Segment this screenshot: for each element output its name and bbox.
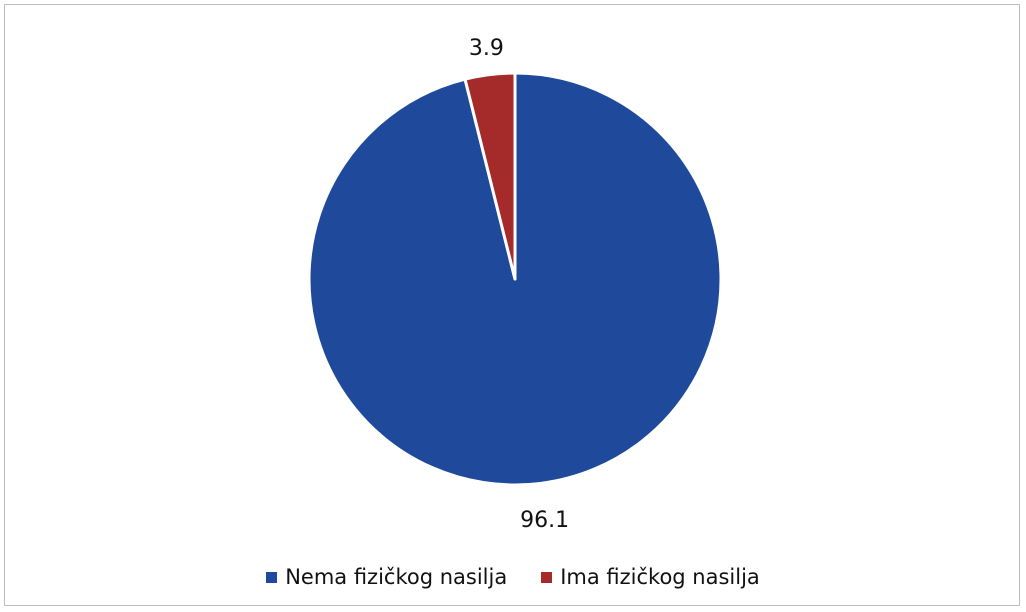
legend-item-ima: Ima fizičkog nasilja <box>541 565 760 589</box>
pie-slice-ima <box>463 71 517 281</box>
data-label-nema: 96.1 <box>520 508 569 533</box>
legend-swatch-ima <box>541 571 553 583</box>
legend-label-ima: Ima fizičkog nasilja <box>560 565 760 589</box>
legend-swatch-nema <box>266 571 278 583</box>
data-label-ima: 3.9 <box>469 36 504 61</box>
chart-legend: Nema fizičkog nasilja Ima fizičkog nasil… <box>0 565 1026 589</box>
legend-label-nema: Nema fizičkog nasilja <box>285 565 508 589</box>
legend-item-nema: Nema fizičkog nasilja <box>266 565 507 589</box>
